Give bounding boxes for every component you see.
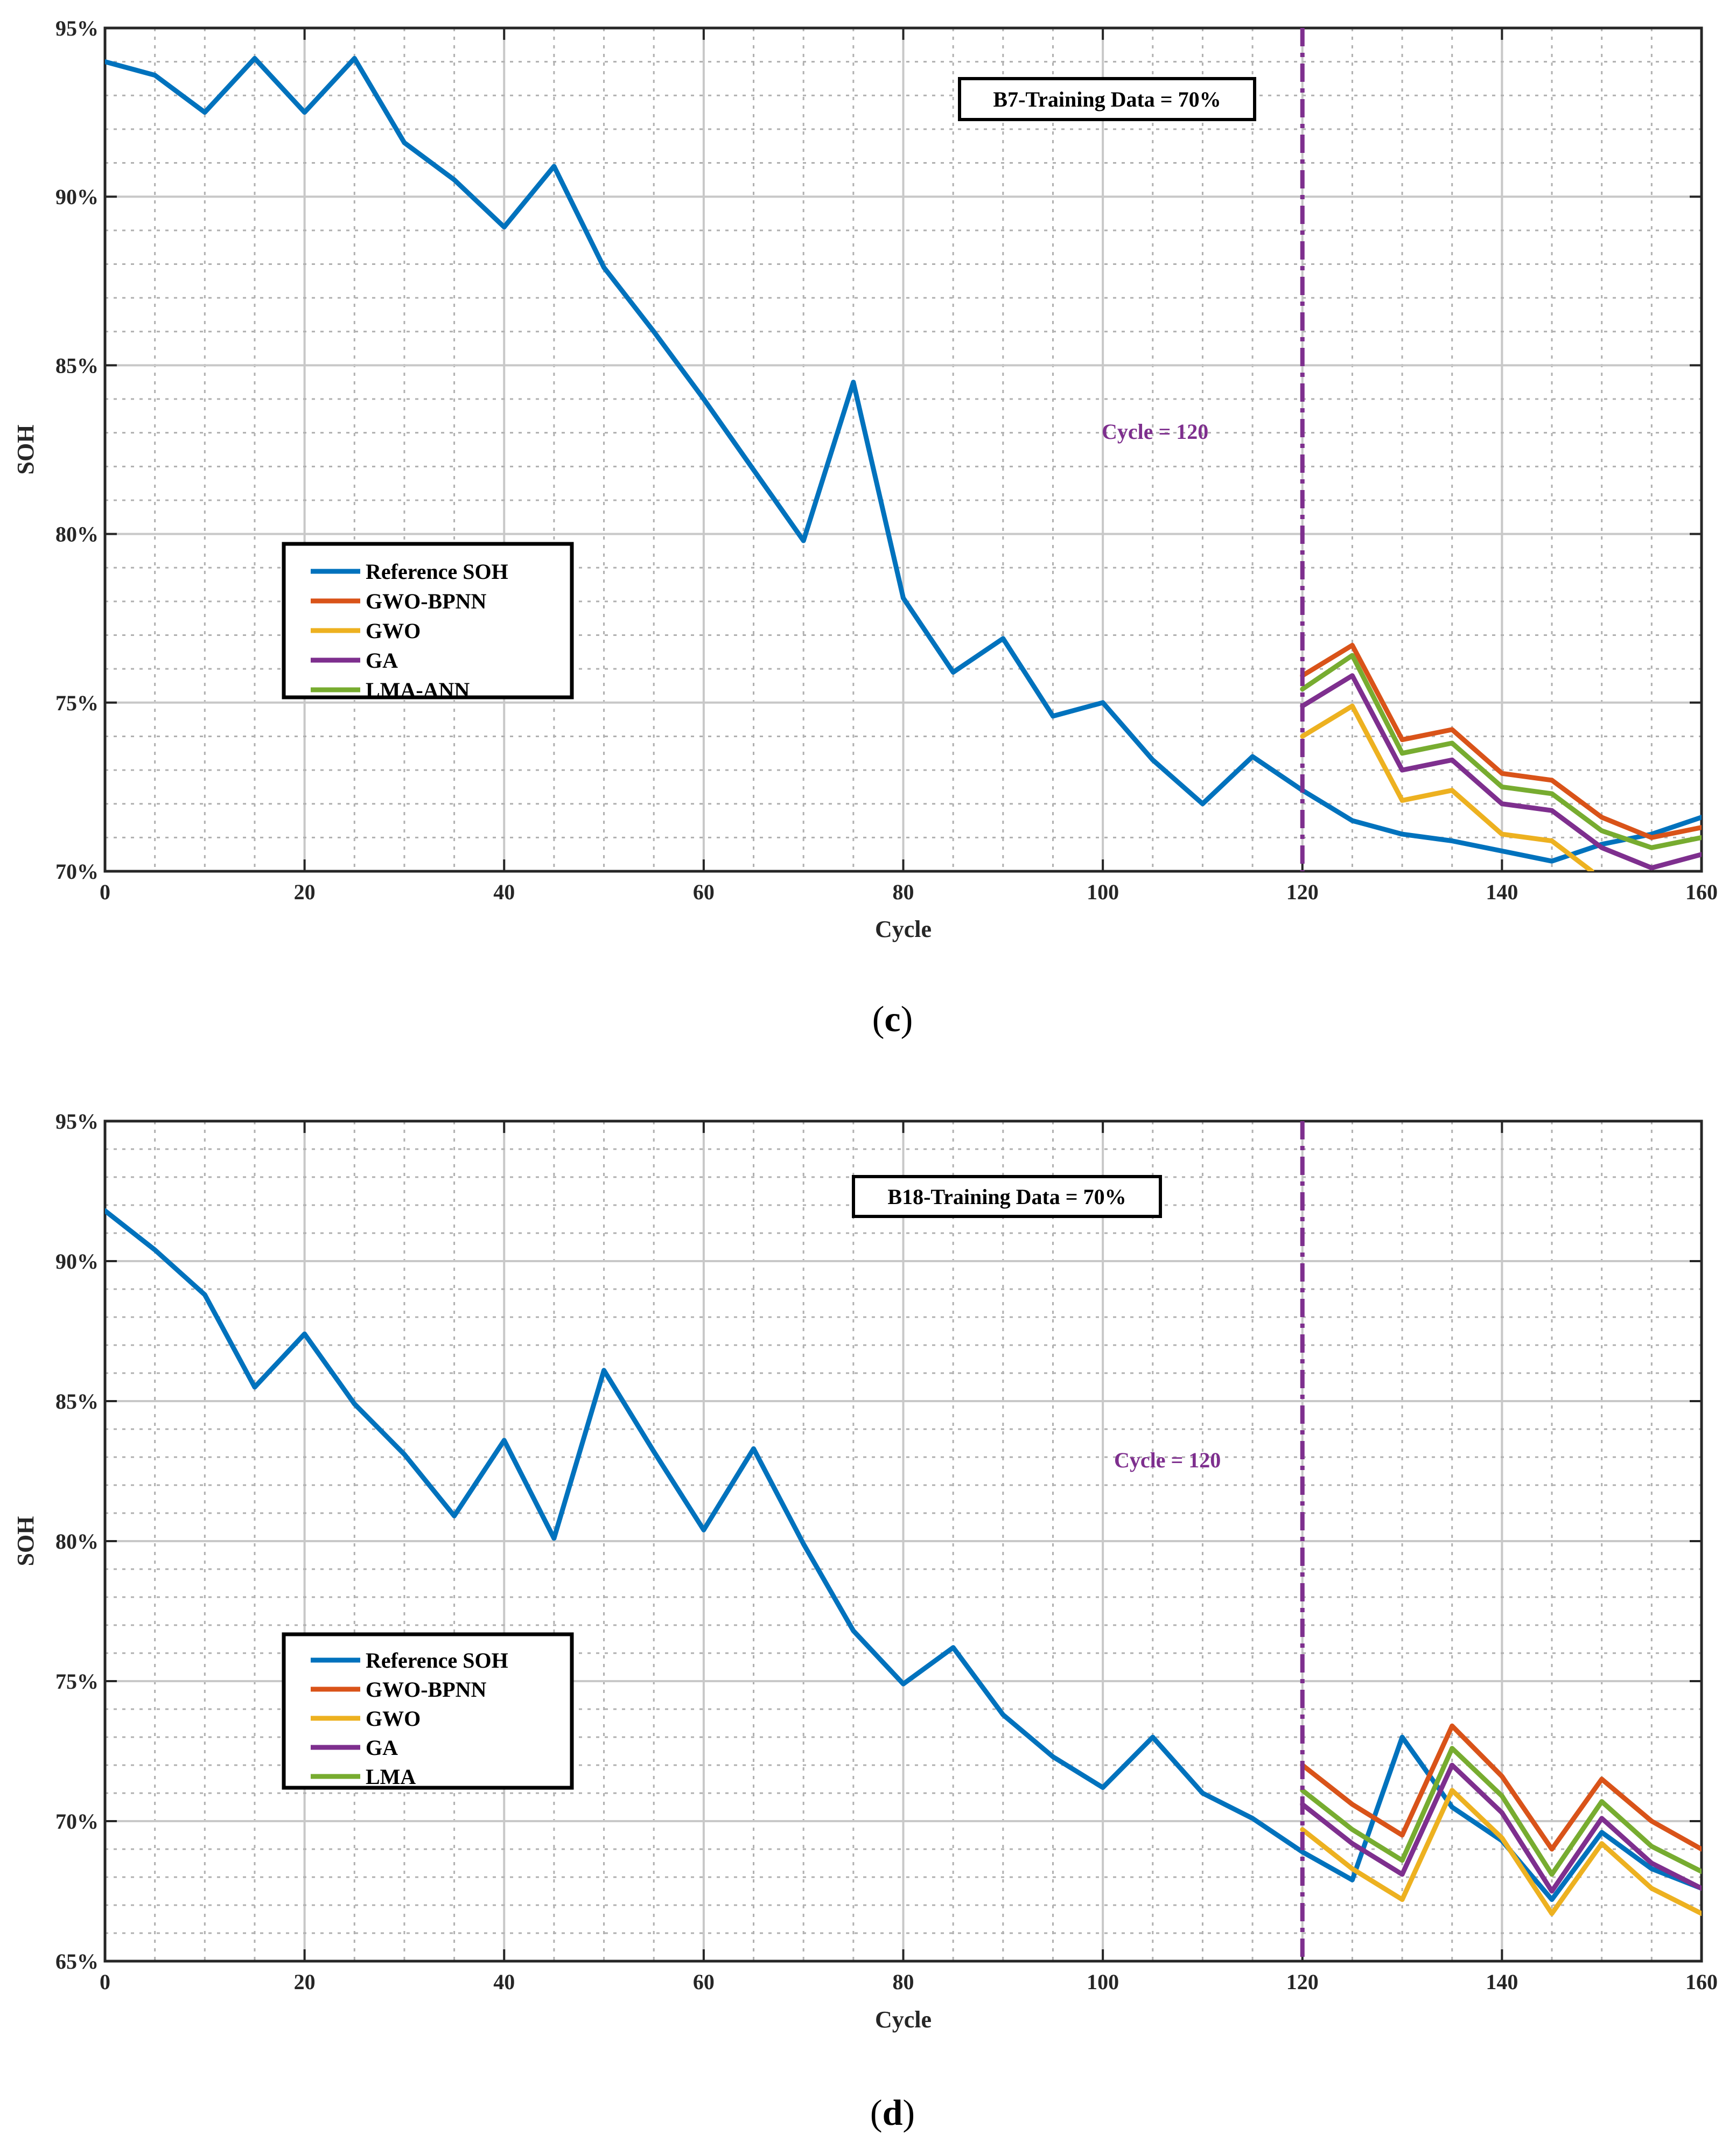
x-tick-label: 0 bbox=[100, 880, 110, 904]
legend-label: GWO-BPNN bbox=[366, 589, 487, 613]
x-axis-label: Cycle bbox=[875, 916, 932, 942]
dataset-label: B7-Training Data = 70% bbox=[993, 87, 1221, 111]
series-line-lma bbox=[1300, 1746, 1702, 1877]
dataset-box bbox=[958, 77, 1256, 121]
y-tick-label: 90% bbox=[55, 185, 99, 209]
series-line-gwo-bpnn bbox=[1300, 1723, 1702, 1852]
x-tick-label: 100 bbox=[1087, 1970, 1119, 1994]
legend-label: LMA bbox=[366, 1765, 416, 1789]
legend-label: GA bbox=[366, 648, 398, 673]
x-tick-label: 20 bbox=[294, 880, 316, 904]
grid bbox=[105, 28, 1702, 871]
y-tick-label: 75% bbox=[55, 691, 99, 715]
y-tick-label: 95% bbox=[55, 16, 99, 40]
dataset-box bbox=[852, 1175, 1162, 1218]
legend-label: GA bbox=[366, 1736, 398, 1760]
x-tick-label: 0 bbox=[100, 1970, 110, 1994]
legend-label: GWO bbox=[366, 619, 421, 643]
x-axis-label: Cycle bbox=[875, 2006, 932, 2033]
y-tick-label: 70% bbox=[55, 859, 99, 884]
legend-label: GWO bbox=[366, 1706, 421, 1731]
x-tick-label: 60 bbox=[693, 1970, 715, 1994]
series-line-ga bbox=[1300, 1762, 1702, 1894]
threshold-label: Cycle = 120 bbox=[1102, 419, 1208, 444]
legend-label: Reference SOH bbox=[366, 559, 508, 584]
legend-label: LMA-ANN bbox=[366, 678, 470, 702]
x-tick-label: 60 bbox=[693, 880, 715, 904]
y-axis-label: SOH bbox=[12, 1516, 39, 1566]
y-tick-label: 85% bbox=[55, 1389, 99, 1414]
panel-letter: c bbox=[884, 998, 900, 1039]
grid bbox=[105, 1121, 1702, 1961]
y-tick-label: 80% bbox=[55, 1529, 99, 1554]
x-tick-label: 40 bbox=[493, 880, 515, 904]
y-tick-label: 85% bbox=[55, 353, 99, 377]
panel-label: (c) bbox=[872, 998, 913, 1039]
x-tick-label: 140 bbox=[1486, 1970, 1518, 1994]
legend-label: Reference SOH bbox=[366, 1648, 508, 1673]
legend: Reference SOH GWO-BPNN GWO GA LMA-ANN bbox=[282, 542, 574, 702]
y-tick-label: 75% bbox=[55, 1669, 99, 1694]
y-tick-label: 80% bbox=[55, 522, 99, 547]
y-axis-label: SOH bbox=[12, 425, 39, 475]
x-tick-label: 160 bbox=[1685, 1970, 1718, 1994]
x-tick-label: 100 bbox=[1087, 880, 1119, 904]
series-group bbox=[105, 55, 1702, 871]
series-group bbox=[105, 1208, 1702, 1916]
legend: Reference SOH GWO-BPNN GWO GA LMA bbox=[282, 1632, 574, 1790]
y-tick-label: 70% bbox=[55, 1809, 99, 1834]
y-tick-label: 95% bbox=[55, 1109, 99, 1134]
legend-label: GWO-BPNN bbox=[366, 1677, 487, 1702]
x-tick-label: 80 bbox=[893, 1970, 914, 1994]
x-tick-label: 20 bbox=[294, 1970, 316, 1994]
y-tick-label: 90% bbox=[55, 1249, 99, 1274]
x-tick-label: 80 bbox=[893, 880, 914, 904]
x-tick-label: 120 bbox=[1286, 880, 1319, 904]
panel-label: (d) bbox=[870, 2092, 915, 2133]
series-line-ga bbox=[1300, 673, 1702, 871]
series-line-reference-soh bbox=[105, 55, 1702, 864]
y-tick-label: 65% bbox=[55, 1949, 99, 1974]
series-line-gwo bbox=[1300, 703, 1594, 871]
panel-letter: d bbox=[883, 2092, 903, 2133]
chart-panel-c: 0 20 40 60 80 100 120 140 160 70% 75% 80% 85% 90% 95% C… bbox=[12, 16, 1718, 1039]
x-tick-label: 140 bbox=[1486, 880, 1518, 904]
chart-panel-d: 0 20 40 60 80 100 120 140 160 65% 70% 75% 80% 85% 90% 9… bbox=[12, 1109, 1718, 2133]
x-tick-label: 40 bbox=[493, 1970, 515, 1994]
series-line-lma-ann bbox=[1300, 653, 1702, 850]
dataset-label: B18-Training Data = 70% bbox=[887, 1185, 1126, 1209]
threshold-label: Cycle = 120 bbox=[1114, 1448, 1221, 1472]
series-line-gwo-bpnn bbox=[1300, 642, 1702, 840]
series-line-gwo bbox=[1300, 1788, 1702, 1916]
x-tick-label: 160 bbox=[1685, 880, 1718, 904]
x-tick-label: 120 bbox=[1286, 1970, 1319, 1994]
